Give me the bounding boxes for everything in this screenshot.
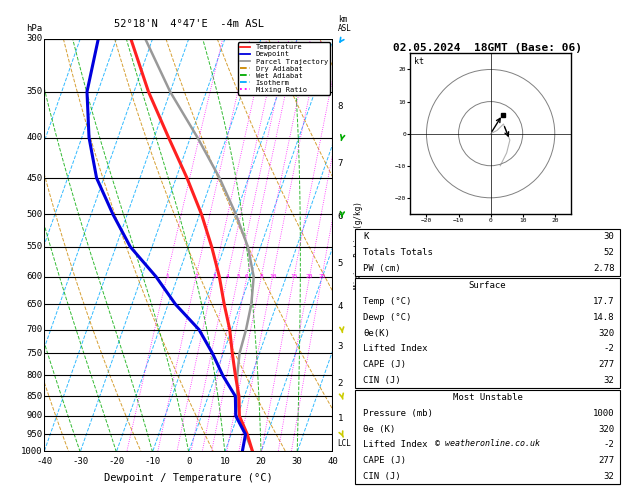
Text: 20: 20 [306, 274, 313, 279]
Text: 650: 650 [26, 300, 43, 309]
Text: 300: 300 [26, 35, 43, 43]
Text: Pressure (mb): Pressure (mb) [363, 409, 433, 418]
Text: 2.78: 2.78 [593, 263, 615, 273]
Text: PW (cm): PW (cm) [363, 263, 401, 273]
Text: CIN (J): CIN (J) [363, 472, 401, 481]
Text: Lifted Index: Lifted Index [363, 440, 428, 450]
Text: 1: 1 [165, 274, 169, 279]
Text: 450: 450 [26, 174, 43, 183]
Text: 600: 600 [26, 272, 43, 281]
Text: 320: 320 [598, 329, 615, 337]
Text: Temp (°C): Temp (°C) [363, 297, 411, 306]
Text: km
ASL: km ASL [338, 15, 352, 33]
Text: 1000: 1000 [21, 448, 43, 456]
Text: 15: 15 [290, 274, 298, 279]
Text: 500: 500 [26, 209, 43, 219]
Text: 8: 8 [338, 102, 343, 111]
Text: 1000: 1000 [593, 409, 615, 418]
Text: 20: 20 [255, 457, 267, 466]
Text: 3: 3 [338, 342, 343, 351]
FancyBboxPatch shape [355, 390, 620, 484]
FancyBboxPatch shape [355, 229, 620, 276]
Text: -30: -30 [72, 457, 88, 466]
Text: 02.05.2024  18GMT (Base: 06): 02.05.2024 18GMT (Base: 06) [393, 43, 582, 53]
Text: 4: 4 [338, 302, 343, 312]
Text: CAPE (J): CAPE (J) [363, 360, 406, 369]
Text: 17.7: 17.7 [593, 297, 615, 306]
Text: Lifted Index: Lifted Index [363, 344, 428, 353]
Text: 0: 0 [186, 457, 191, 466]
Text: 6: 6 [245, 274, 249, 279]
Text: 320: 320 [598, 425, 615, 434]
Text: 2: 2 [338, 380, 343, 388]
Text: θe (K): θe (K) [363, 425, 395, 434]
Text: 277: 277 [598, 456, 615, 465]
Text: © weatheronline.co.uk: © weatheronline.co.uk [435, 439, 540, 448]
Text: 30: 30 [292, 457, 303, 466]
Text: 25: 25 [318, 274, 326, 279]
Text: K: K [363, 232, 369, 241]
Text: 350: 350 [26, 87, 43, 96]
Text: 32: 32 [604, 472, 615, 481]
Text: 1: 1 [338, 415, 343, 423]
Text: 5: 5 [338, 259, 343, 268]
Text: 10: 10 [220, 457, 230, 466]
Text: 52°18'N  4°47'E  -4m ASL: 52°18'N 4°47'E -4m ASL [114, 18, 264, 29]
Text: Dewpoint / Temperature (°C): Dewpoint / Temperature (°C) [104, 472, 273, 483]
Text: Most Unstable: Most Unstable [452, 393, 523, 402]
Text: -20: -20 [108, 457, 125, 466]
Text: 52: 52 [604, 248, 615, 257]
Text: 10: 10 [269, 274, 276, 279]
Text: 40: 40 [328, 457, 339, 466]
Text: 3: 3 [212, 274, 216, 279]
Text: Surface: Surface [469, 281, 506, 291]
Text: -40: -40 [36, 457, 52, 466]
Text: Totals Totals: Totals Totals [363, 248, 433, 257]
Legend: Temperature, Dewpoint, Parcel Trajectory, Dry Adiabat, Wet Adiabat, Isotherm, Mi: Temperature, Dewpoint, Parcel Trajectory… [238, 42, 330, 95]
Text: Mixing Ratio (g/kg): Mixing Ratio (g/kg) [353, 202, 363, 289]
Text: 30: 30 [604, 232, 615, 241]
Text: LCL: LCL [338, 439, 352, 448]
Text: hPa: hPa [26, 24, 43, 33]
Text: CAPE (J): CAPE (J) [363, 456, 406, 465]
Text: 32: 32 [604, 376, 615, 384]
Text: 950: 950 [26, 430, 43, 439]
Text: 2: 2 [194, 274, 198, 279]
Text: -10: -10 [145, 457, 160, 466]
Text: 800: 800 [26, 371, 43, 380]
Text: θe(K): θe(K) [363, 329, 390, 337]
Text: 900: 900 [26, 411, 43, 420]
Text: 4: 4 [226, 274, 230, 279]
Text: -2: -2 [604, 440, 615, 450]
Text: 850: 850 [26, 392, 43, 401]
Text: 277: 277 [598, 360, 615, 369]
Text: 7: 7 [338, 159, 343, 169]
Text: 14.8: 14.8 [593, 313, 615, 322]
Text: 5: 5 [236, 274, 240, 279]
Text: 700: 700 [26, 325, 43, 334]
Text: Dewp (°C): Dewp (°C) [363, 313, 411, 322]
Text: kt: kt [414, 57, 424, 66]
Text: CIN (J): CIN (J) [363, 376, 401, 384]
Text: 6: 6 [338, 212, 343, 221]
Text: 8: 8 [259, 274, 263, 279]
Text: 400: 400 [26, 133, 43, 142]
Text: 750: 750 [26, 349, 43, 358]
Text: -2: -2 [604, 344, 615, 353]
FancyBboxPatch shape [355, 278, 620, 388]
Text: 550: 550 [26, 243, 43, 251]
